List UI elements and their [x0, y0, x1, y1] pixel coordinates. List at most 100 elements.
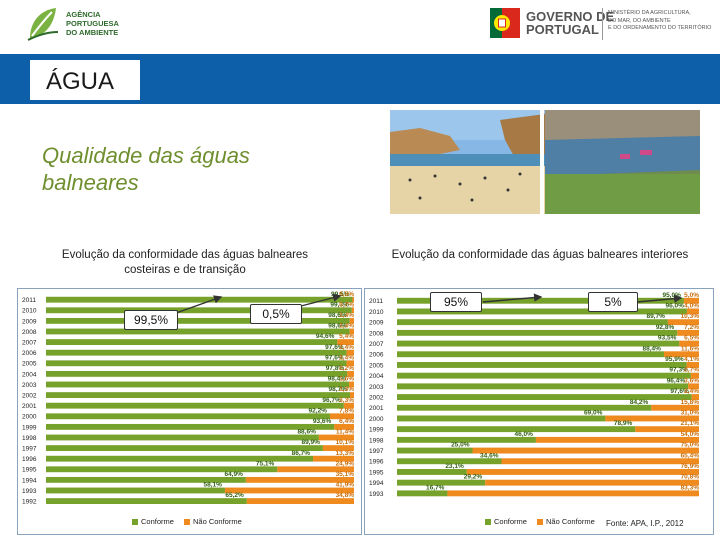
nao-conforme-value-label: 11,4% [336, 429, 354, 436]
bar-nao-conforme [246, 498, 354, 504]
callout-arrow [300, 293, 342, 307]
conforme-value-label: 89,9% [301, 439, 320, 446]
nao-conforme-value-label: 83,3% [681, 484, 700, 491]
beach-photo [390, 110, 700, 214]
conforme-value-label: 97,8% [326, 365, 345, 372]
bar-conforme [46, 328, 350, 335]
bar-conforme [397, 415, 606, 422]
conforme-value-label: 96,7% [322, 397, 341, 404]
bar-nao-conforme [501, 458, 699, 465]
bar-nao-conforme [667, 319, 699, 326]
nao-conforme-value-label: 54,0% [681, 431, 700, 438]
bar-conforme [397, 362, 687, 368]
year-label: 1997 [369, 448, 384, 455]
nao-conforme-value-label: 31,0% [681, 410, 700, 417]
bar-conforme [46, 349, 347, 356]
conforme-value-label: 98,7% [329, 386, 348, 393]
chart-1-title: Evolução da conformidade das águas balne… [61, 249, 309, 276]
legend-label-conforme: Conforme [141, 517, 174, 526]
bar-nao-conforme [318, 434, 354, 441]
bar-conforme [46, 360, 347, 367]
year-label: 1994 [22, 477, 37, 484]
year-label: 1993 [369, 491, 384, 498]
year-label: 2006 [22, 350, 37, 357]
nao-conforme-value-label: 0,5% [339, 291, 354, 298]
year-label: 1995 [369, 469, 384, 476]
year-label: 1994 [369, 480, 384, 487]
conforme-value-label: 94,6% [316, 333, 335, 340]
page-subtitle: Qualidade das águas balneares [42, 143, 250, 195]
chart-2-title: Evolução da conformidade das águas balne… [391, 249, 689, 261]
year-label: 1998 [22, 435, 37, 442]
nao-conforme-value-label: 2,4% [684, 388, 699, 395]
nao-conforme-value-label: 3,6% [684, 377, 699, 384]
year-label: 2000 [369, 416, 384, 423]
nao-conforme-value-label: 1,4% [339, 323, 354, 330]
bar-conforme [46, 476, 246, 483]
conforme-value-label: 86,7% [292, 450, 311, 457]
bar-conforme [397, 394, 692, 400]
conforme-value-label: 95,0% [662, 292, 681, 299]
chart-2: 2011 95,0% 5,0% 2010 96,0% 4,0% 2009 89,7% 10,3%… [369, 292, 700, 526]
year-label: 2001 [369, 405, 384, 412]
nao-conforme-value-label: 4,1% [684, 356, 699, 363]
bar-conforme [46, 317, 350, 324]
bar-conforme [397, 329, 678, 336]
year-label: 2010 [22, 308, 37, 315]
bar-conforme [397, 479, 486, 486]
year-label: 2002 [369, 395, 384, 402]
bar-nao-conforme [690, 372, 699, 379]
nao-conforme-value-label: 0,7% [339, 301, 354, 308]
nao-conforme-value-label: 4,0% [684, 303, 699, 310]
conforme-value-label: 88,4% [643, 345, 662, 352]
nao-conforme-value-label: 5,4% [339, 333, 354, 340]
nao-conforme-value-label: 10,3% [681, 313, 700, 320]
nao-conforme-value-label: 2,2% [339, 365, 354, 372]
year-label: 1995 [22, 467, 37, 474]
bar-nao-conforme [346, 360, 354, 367]
conforme-value-label: 96,0% [665, 303, 684, 310]
bar-conforme [46, 445, 323, 451]
banner-title: ÁGUA [46, 68, 115, 95]
bar-nao-conforme [466, 469, 699, 475]
nao-conforme-value-label: 13,3% [336, 450, 355, 457]
year-label: 2004 [369, 373, 384, 380]
callout-arrow [636, 294, 683, 303]
year-label: 2005 [22, 361, 37, 368]
conforme-value-label: 97,3% [669, 367, 688, 374]
callout-arrow [482, 293, 543, 303]
nao-conforme-value-label: 3,3% [339, 397, 354, 404]
legend-swatch-conforme [132, 519, 138, 525]
bar-conforme [397, 426, 636, 433]
conforme-value-label: 92,2% [309, 407, 328, 414]
year-label: 1999 [369, 427, 384, 434]
bar-conforme [46, 455, 314, 462]
bar-nao-conforme [352, 296, 354, 303]
bar-conforme [397, 340, 680, 347]
chart-2-callout-nao-conforme: 5% [588, 292, 638, 312]
conforme-value-label: 97,6% [670, 388, 689, 395]
nao-conforme-value-label: 1,6% [339, 376, 354, 383]
legend-swatch-conforme [485, 519, 491, 525]
bar-nao-conforme [605, 415, 699, 422]
bar-conforme [397, 469, 467, 475]
bar-nao-conforme [686, 362, 699, 368]
conforme-value-label: 96,4% [667, 377, 686, 384]
bar-nao-conforme [351, 307, 354, 314]
conforme-value-label: 84,2% [630, 399, 649, 406]
bar-nao-conforme [224, 487, 354, 494]
year-label: 1996 [22, 456, 37, 463]
nao-conforme-value-label: 21,1% [681, 420, 700, 427]
bar-nao-conforme [334, 423, 354, 430]
year-label: 1998 [369, 437, 384, 444]
logo-divider [602, 8, 603, 40]
conforme-value-label: 25,0% [451, 442, 470, 449]
bar-conforme [397, 436, 536, 443]
conforme-value-label: 65,2% [225, 492, 244, 499]
bar-nao-conforme [691, 394, 699, 400]
bar-conforme [46, 466, 278, 473]
year-label: 1993 [22, 488, 37, 495]
bar-nao-conforme [679, 340, 699, 347]
legend-swatch-nao-conforme [184, 519, 190, 525]
year-label: 2002 [22, 393, 37, 400]
